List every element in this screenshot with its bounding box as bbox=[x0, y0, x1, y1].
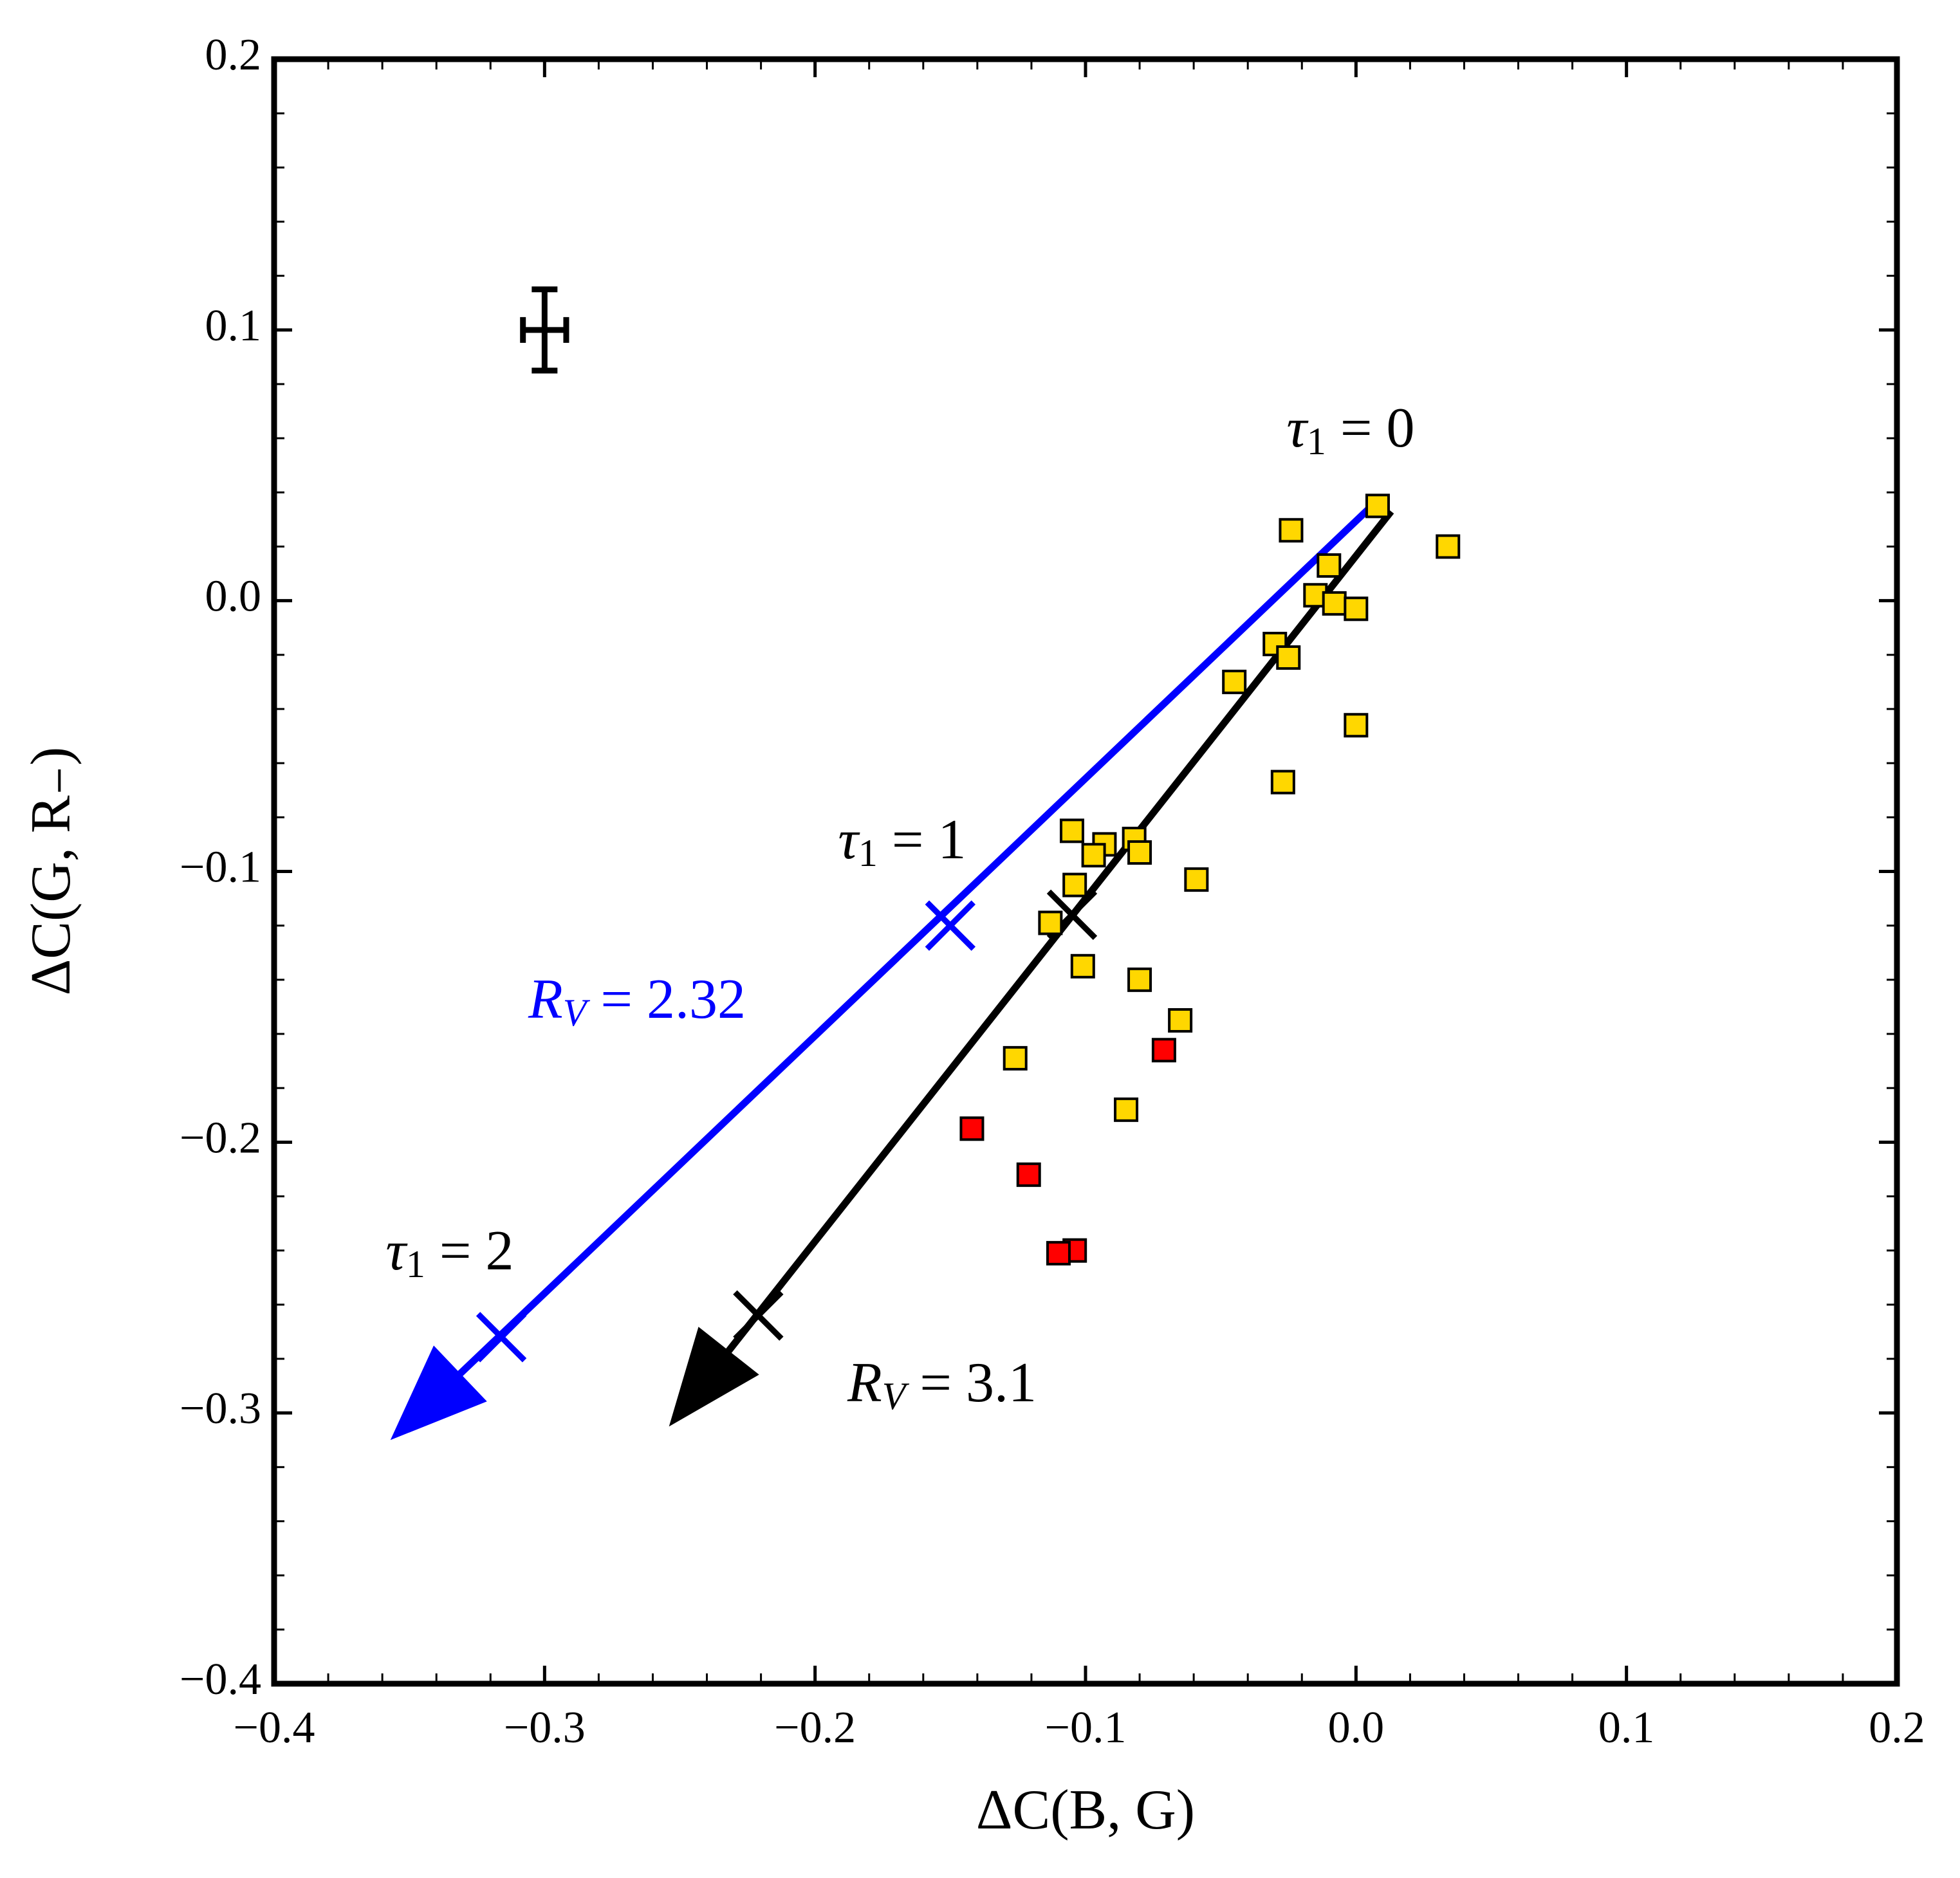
annotation-value: = 2.32 bbox=[586, 968, 746, 1031]
point bbox=[1127, 967, 1152, 992]
annotation-value: = 2 bbox=[425, 1220, 514, 1282]
point bbox=[1222, 669, 1247, 694]
x-tick-label: −0.1 bbox=[1045, 1703, 1127, 1753]
point bbox=[1003, 1045, 1028, 1071]
point bbox=[1322, 591, 1347, 616]
y-tick-label: −0.3 bbox=[180, 1384, 261, 1433]
point bbox=[1059, 818, 1084, 843]
arrow-x-marker bbox=[733, 1290, 784, 1341]
x-tick-label: 0.0 bbox=[1328, 1703, 1385, 1753]
arrow-shaft bbox=[453, 495, 1383, 1381]
plot-frame bbox=[271, 56, 1900, 1687]
point bbox=[1016, 1162, 1041, 1187]
annotation-symbol: τ bbox=[385, 1220, 408, 1282]
y-tick-label: 0.2 bbox=[205, 30, 262, 80]
x-tick-label: −0.3 bbox=[504, 1703, 586, 1753]
point bbox=[1081, 843, 1106, 868]
point bbox=[1168, 1008, 1193, 1033]
point bbox=[1279, 518, 1304, 543]
point bbox=[1436, 534, 1461, 559]
annotation: RV = 2.32 bbox=[528, 968, 746, 1034]
annotation-symbol: R bbox=[847, 1352, 882, 1414]
y-tick-label: 0.0 bbox=[205, 572, 262, 621]
annotation-value: = 1 bbox=[878, 809, 966, 871]
arrow-x-marker bbox=[476, 1312, 527, 1363]
annotation: τ1 = 1 bbox=[838, 809, 966, 874]
point bbox=[1270, 769, 1295, 795]
annotation-subscript: 1 bbox=[1307, 420, 1326, 463]
annotation-symbol: τ bbox=[1286, 397, 1309, 459]
y-tick-label: 0.1 bbox=[205, 301, 262, 351]
annotation-subscript: 1 bbox=[406, 1243, 425, 1285]
point bbox=[1184, 867, 1209, 892]
annotation-subscript: 1 bbox=[858, 832, 878, 874]
arrow-head bbox=[390, 1345, 487, 1441]
annotation-value: = 0 bbox=[1326, 397, 1415, 459]
point bbox=[959, 1116, 985, 1141]
x-tick-label: −0.2 bbox=[774, 1703, 856, 1753]
point bbox=[1070, 953, 1095, 979]
y-tick-label: −0.1 bbox=[180, 843, 261, 892]
y-tick-label: −0.4 bbox=[180, 1655, 261, 1704]
point bbox=[1276, 645, 1301, 670]
arrow-head bbox=[669, 1327, 759, 1427]
point bbox=[1046, 1240, 1071, 1266]
point bbox=[1062, 872, 1087, 898]
x-tick-label: 0.2 bbox=[1869, 1703, 1925, 1753]
point bbox=[1344, 596, 1369, 621]
point bbox=[1365, 493, 1390, 519]
annotation: τ1 = 2 bbox=[385, 1220, 513, 1285]
annotation-subscript: V bbox=[563, 991, 591, 1034]
point bbox=[1344, 713, 1369, 738]
point bbox=[1317, 553, 1342, 578]
point bbox=[1151, 1038, 1176, 1063]
annotation: RV = 3.1 bbox=[847, 1352, 1037, 1417]
annotation-subscript: V bbox=[882, 1375, 910, 1417]
arrow-x-marker bbox=[925, 900, 976, 951]
x-tick-label: −0.4 bbox=[234, 1703, 315, 1753]
point bbox=[1114, 1097, 1139, 1122]
annotation: τ1 = 0 bbox=[1286, 397, 1414, 463]
x-axis-label: ΔC(B, G) bbox=[976, 1779, 1195, 1841]
y-axis-label: ΔC(G, R₋) bbox=[20, 747, 82, 996]
annotation-symbol: R bbox=[528, 968, 563, 1031]
error-bar-x bbox=[520, 317, 569, 343]
point bbox=[1038, 910, 1063, 935]
point bbox=[1127, 840, 1152, 865]
y-tick-label: −0.2 bbox=[180, 1113, 261, 1163]
x-tick-label: 0.1 bbox=[1598, 1703, 1655, 1753]
annotation-value: = 3.1 bbox=[905, 1352, 1037, 1414]
annotation-symbol: τ bbox=[838, 809, 860, 871]
